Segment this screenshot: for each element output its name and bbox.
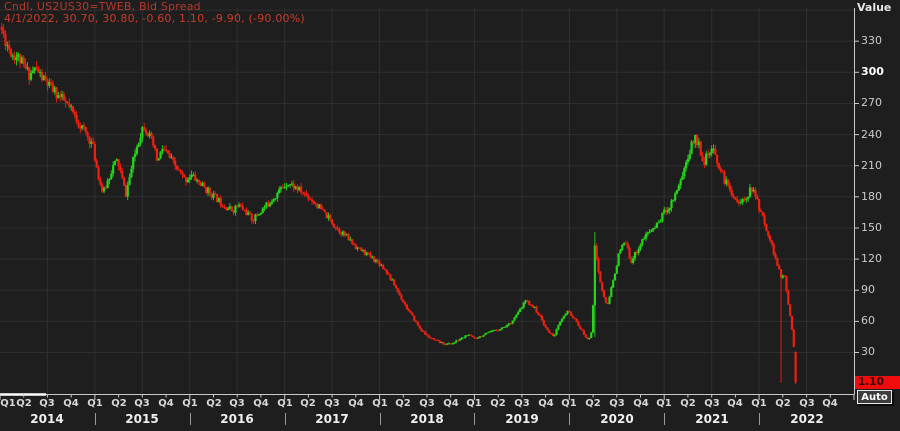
- year-label: 2017: [315, 412, 349, 426]
- y-tick-label: 120: [861, 252, 882, 265]
- quarter-tick-label: Q3: [324, 398, 340, 409]
- year-label: 2022: [790, 412, 824, 426]
- year-separator: [759, 413, 760, 425]
- x-axis: Q1 Q2 Q3 Q4 Q1 Q2 Q3 Q4 Q1 Q2 Q3 Q4 Q1 Q2 Q3 Q4 Q1 Q2 Q3 Q4…: [0, 396, 900, 431]
- year-label: 2021: [695, 412, 729, 426]
- quarter-tick-label: Q2: [111, 398, 127, 409]
- y-tick-label: 270: [861, 96, 882, 109]
- quarter-tick-label: Q4: [253, 398, 269, 409]
- quarter-tick-label: Q1: [87, 398, 103, 409]
- quarter-tick-label: Q4: [158, 398, 174, 409]
- y-tick-label: 150: [861, 221, 882, 234]
- quarter-tick-label: Q2: [300, 398, 316, 409]
- quarter-tick-label: Q1: [751, 398, 767, 409]
- quarter-tick-label: Q4: [727, 398, 743, 409]
- y-tick-label: 60: [861, 314, 875, 327]
- year-label: 2016: [220, 412, 254, 426]
- year-label: 2019: [505, 412, 539, 426]
- quarter-tick-label: Q3: [134, 398, 150, 409]
- year-separator: [285, 413, 286, 425]
- quarter-tick-label: Q3: [799, 398, 815, 409]
- quarter-tick-label: Q4: [633, 398, 649, 409]
- quarter-tick-label: Q3: [704, 398, 720, 409]
- last-price-badge: 1.10: [855, 376, 900, 389]
- year-separator: [380, 413, 381, 425]
- y-tick-label: 210: [861, 159, 882, 172]
- year-separator: [474, 413, 475, 425]
- quarter-tick-label: Q4: [348, 398, 364, 409]
- quarter-tick-label: Q4: [538, 398, 554, 409]
- quarter-tick-label: Q4: [822, 398, 838, 409]
- y-tick-label: 180: [861, 190, 882, 203]
- quarter-tick-label: Q2: [585, 398, 601, 409]
- quarter-tick-label: Q2: [680, 398, 696, 409]
- year-separator: [569, 413, 570, 425]
- quarter-tick-label: Q3: [419, 398, 435, 409]
- y-tick-label: 300: [861, 65, 884, 78]
- year-separator: [95, 413, 96, 425]
- quarter-tick-label: Q1: [277, 398, 293, 409]
- y-tick-label: 30: [861, 345, 875, 358]
- quarter-tick-label: Q2: [490, 398, 506, 409]
- year-label: 2020: [600, 412, 634, 426]
- quarter-tick-label: Q3: [229, 398, 245, 409]
- quarter-tick-label: Q3: [514, 398, 530, 409]
- auto-scale-button[interactable]: Auto: [857, 390, 892, 404]
- quarter-tick-label: Q1: [466, 398, 482, 409]
- quarter-tick-label: Q2: [395, 398, 411, 409]
- y-tick-label: 240: [861, 128, 882, 141]
- y-tick-label: 90: [861, 283, 875, 296]
- year-label: 2014: [30, 412, 64, 426]
- quarter-tick-label: Q1: [372, 398, 388, 409]
- year-label: 2015: [125, 412, 159, 426]
- quarter-tick-label: Q1: [0, 398, 16, 409]
- y-axis-title: Value: [857, 1, 892, 14]
- quarter-tick-label: Q4: [63, 398, 79, 409]
- quarter-tick-label: Q2: [775, 398, 791, 409]
- y-tick-label: 330: [861, 34, 882, 47]
- quarter-tick-label: Q3: [609, 398, 625, 409]
- year-separator: [190, 413, 191, 425]
- quarter-tick-label: Q2: [206, 398, 222, 409]
- quarter-tick-label: Q1: [561, 398, 577, 409]
- year-label: 2018: [410, 412, 444, 426]
- quarter-tick-label: Q2: [16, 398, 32, 409]
- quarter-tick-label: Q1: [656, 398, 672, 409]
- quarter-tick-label: Q4: [443, 398, 459, 409]
- quarter-tick-label: Q3: [39, 398, 55, 409]
- year-separator: [664, 413, 665, 425]
- quarter-tick-label: Q1: [182, 398, 198, 409]
